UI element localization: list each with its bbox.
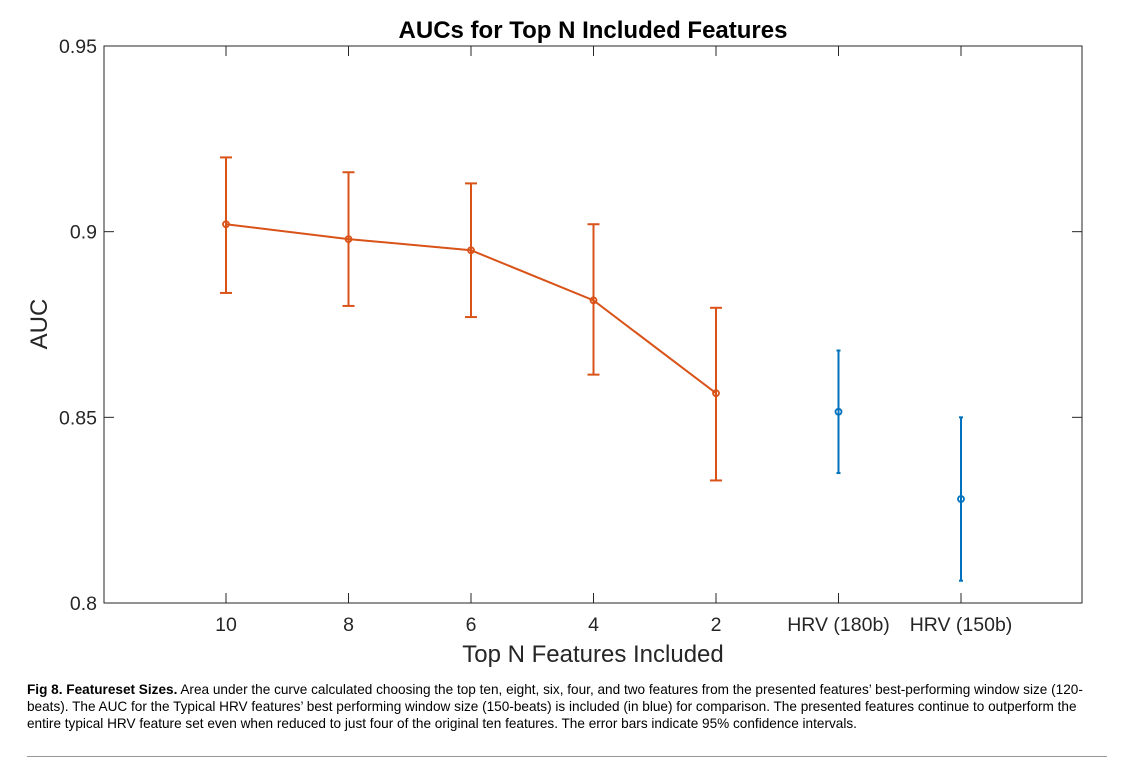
y-tick-labels: 0.8 0.85 0.9 0.95 [59,36,97,615]
series-0 [220,156,722,482]
chart-title: AUCs for Top N Included Features [399,17,788,44]
y-tick-label: 0.95 [59,36,97,58]
auc-chart: 10 8 6 4 2 HRV (180b) HRV (150b) 0.8 0.85 0.9 0.9… [26,17,1083,668]
data-point [589,296,598,305]
data-point [834,407,843,416]
x-tick-label: 2 [711,614,722,636]
y-tick-label: 0.9 [70,222,97,244]
data-point [467,246,475,255]
data-point [712,389,720,398]
y-axis-label: AUC [26,299,53,350]
data-point [957,495,965,503]
caption-label: Fig 8. Featureset Sizes. [27,682,178,697]
series-1 [834,349,965,582]
x-tick-label: 6 [466,614,477,636]
series-layer [220,156,965,582]
x-tick-label: 10 [215,614,237,636]
figure-caption: Fig 8. Featureset Sizes. Area under the … [27,681,1112,732]
x-axis-label: Top N Features Included [462,641,723,668]
x-tick-labels: 10 8 6 4 2 HRV (180b) HRV (150b) [215,614,1012,636]
y-tick-label: 0.85 [59,407,97,429]
caption-divider [27,756,1107,757]
x-tick-label: 8 [343,614,354,636]
x-tick-label: 4 [588,614,599,636]
axis-ticks [104,45,1082,604]
x-tick-label: HRV (180b) [787,614,890,636]
y-tick-label: 0.8 [70,593,97,615]
x-tick-label: HRV (150b) [910,614,1013,636]
caption-text: Area under the curve calculated choosing… [27,682,1083,731]
data-point [344,235,353,243]
data-point [222,220,230,229]
